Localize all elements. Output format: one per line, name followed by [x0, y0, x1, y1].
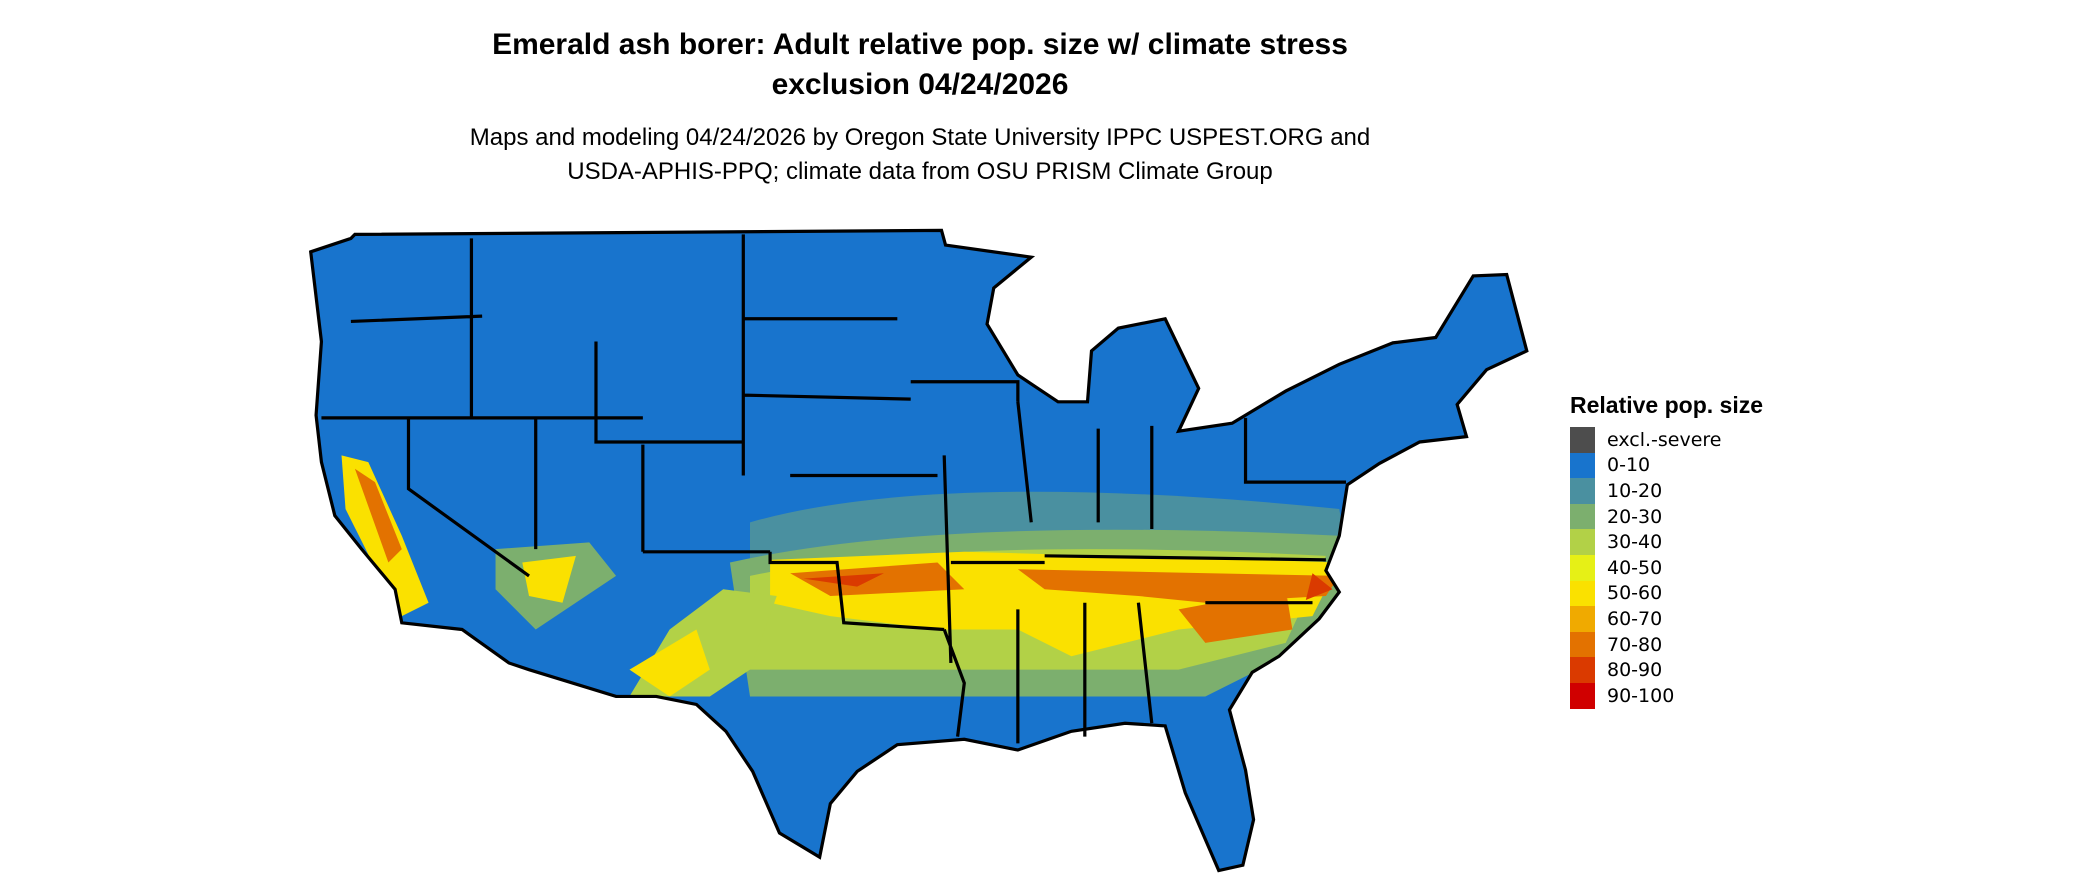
legend-label: excl.-severe [1607, 428, 1722, 451]
legend-label: 10-20 [1607, 479, 1663, 502]
legend-swatch [1570, 580, 1595, 607]
legend-item: 60-70 [1570, 606, 1763, 632]
subtitle-line-2: USDA-APHIS-PPQ; climate data from OSU PR… [567, 158, 1273, 185]
legend-swatch [1570, 657, 1595, 683]
legend-swatch [1570, 503, 1595, 530]
legend-swatch [1570, 554, 1595, 581]
legend-swatch [1570, 529, 1595, 555]
legend-label: 0-10 [1607, 454, 1651, 477]
legend-label: 80-90 [1607, 659, 1663, 682]
suitability-raster [341, 455, 1353, 697]
legend-item: 80-90 [1570, 657, 1763, 683]
state-borders [309, 228, 1529, 873]
map-title-line-2: exclusion 04/24/2026 [771, 68, 1069, 101]
legend-item: 0-10 [1570, 452, 1763, 479]
legend: Relative pop. size excl.-severe 0-10 10-20… [1570, 392, 1763, 709]
legend-swatch [1570, 631, 1595, 658]
legend-label: 70-80 [1607, 633, 1663, 656]
legend-label: 20-30 [1607, 505, 1663, 528]
legend-item: 20-30 [1570, 503, 1763, 530]
legend-swatch [1570, 682, 1595, 709]
legend-swatch [1570, 478, 1595, 504]
legend-swatch [1570, 606, 1595, 632]
legend-label: 90-100 [1607, 684, 1675, 707]
legend-item: 30-40 [1570, 529, 1763, 555]
legend-item: 10-20 [1570, 478, 1763, 504]
legend-label: 40-50 [1607, 556, 1663, 579]
legend-swatch [1570, 427, 1595, 453]
legend-item: 70-80 [1570, 631, 1763, 658]
legend-item: 90-100 [1570, 682, 1763, 709]
subtitle-line-1: Maps and modeling 04/24/2026 by Oregon S… [469, 124, 1371, 151]
legend-label: 30-40 [1607, 531, 1663, 554]
legend-item: 50-60 [1570, 580, 1763, 607]
legend-item: 40-50 [1570, 554, 1763, 581]
legend-swatch [1570, 452, 1595, 479]
legend-label: 60-70 [1607, 607, 1663, 630]
legend-title: Relative pop. size [1570, 392, 1764, 418]
legend-label: 50-60 [1607, 582, 1663, 605]
map-title-line-1: Emerald ash borer: Adult relative pop. s… [492, 28, 1348, 61]
legend-item: excl.-severe [1570, 427, 1763, 453]
